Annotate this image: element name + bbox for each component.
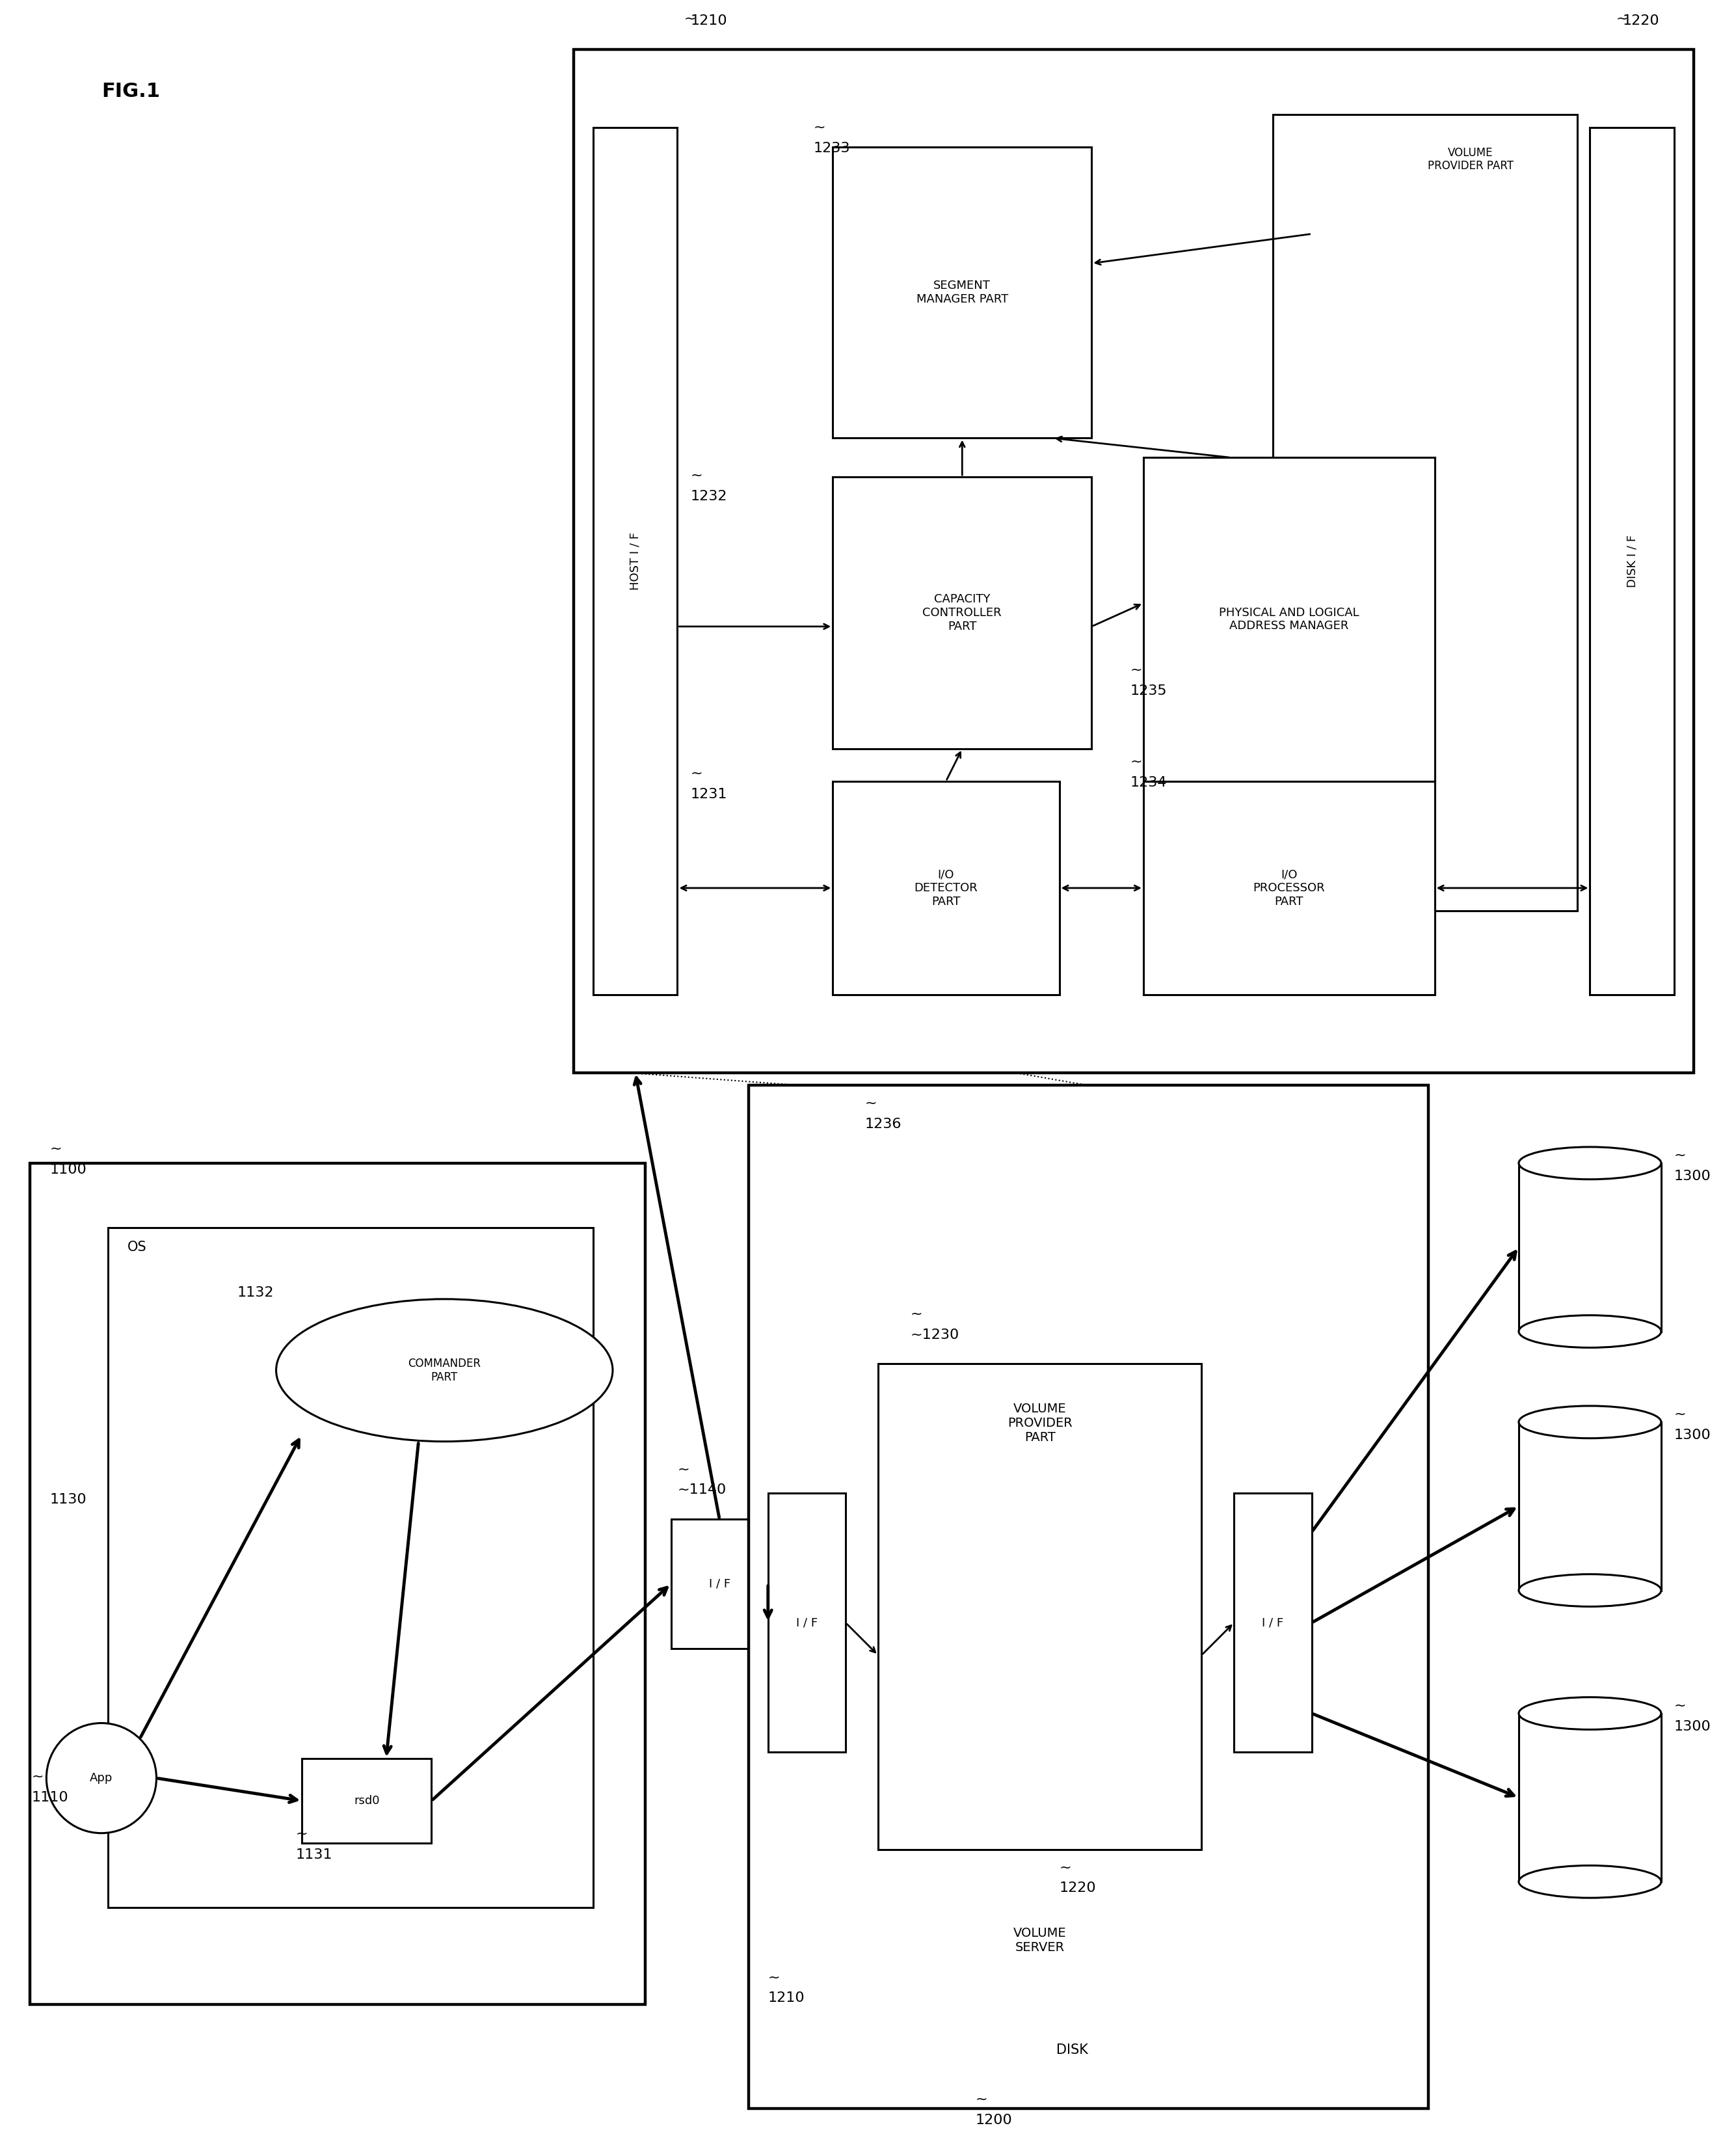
FancyBboxPatch shape: [30, 1163, 646, 2004]
Text: VOLUME
PROVIDER PART: VOLUME PROVIDER PART: [1427, 147, 1514, 173]
Text: ~: ~: [1059, 1862, 1071, 1874]
Ellipse shape: [1519, 1574, 1661, 1606]
Text: ~: ~: [910, 1308, 922, 1321]
Text: ~: ~: [691, 767, 703, 780]
Ellipse shape: [1519, 1866, 1661, 1898]
Text: OS: OS: [127, 1242, 146, 1255]
Text: 1100: 1100: [50, 1163, 87, 1176]
Ellipse shape: [1519, 1146, 1661, 1180]
FancyBboxPatch shape: [575, 49, 1694, 1074]
Text: ~: ~: [865, 1097, 877, 1110]
Text: 1210: 1210: [767, 1992, 806, 2004]
Ellipse shape: [276, 1299, 613, 1442]
FancyBboxPatch shape: [1519, 1713, 1661, 1881]
FancyBboxPatch shape: [833, 782, 1059, 995]
Text: I/O
PROCESSOR
PART: I/O PROCESSOR PART: [1253, 869, 1325, 907]
Circle shape: [47, 1723, 156, 1834]
Text: VOLUME
SERVER: VOLUME SERVER: [1014, 1928, 1066, 1953]
Text: 1300: 1300: [1674, 1719, 1712, 1734]
FancyBboxPatch shape: [1144, 782, 1434, 995]
Text: FIG.1: FIG.1: [101, 83, 160, 100]
Text: ~: ~: [295, 1828, 307, 1840]
FancyBboxPatch shape: [833, 147, 1092, 439]
Text: ~: ~: [684, 13, 696, 26]
Text: HOST I / F: HOST I / F: [630, 532, 641, 590]
Text: 1110: 1110: [31, 1791, 68, 1804]
FancyBboxPatch shape: [1234, 1493, 1312, 1753]
Text: SEGMENT
MANAGER PART: SEGMENT MANAGER PART: [917, 279, 1009, 305]
Text: 1235: 1235: [1130, 684, 1167, 697]
Text: ~: ~: [976, 2092, 988, 2107]
Text: ~: ~: [677, 1463, 689, 1476]
Ellipse shape: [1519, 1406, 1661, 1438]
Text: 1300: 1300: [1674, 1169, 1712, 1182]
FancyBboxPatch shape: [878, 1363, 1201, 1849]
Text: rsd0: rsd0: [354, 1796, 380, 1806]
Text: ~: ~: [812, 121, 825, 134]
Text: ~: ~: [1130, 662, 1142, 677]
Text: ~: ~: [1674, 1148, 1686, 1161]
Ellipse shape: [1519, 1314, 1661, 1348]
Text: I / F: I / F: [708, 1578, 731, 1589]
Text: 1234: 1234: [1130, 775, 1167, 788]
FancyBboxPatch shape: [748, 1086, 1429, 2109]
Text: ~1230: ~1230: [910, 1329, 960, 1342]
Text: App: App: [90, 1772, 113, 1785]
Text: ~: ~: [1130, 756, 1142, 769]
Text: ~: ~: [31, 1770, 43, 1783]
Text: 1232: 1232: [691, 490, 727, 503]
Text: VOLUME
PROVIDER
PART: VOLUME PROVIDER PART: [1007, 1404, 1073, 1444]
Text: CAPACITY
CONTROLLER
PART: CAPACITY CONTROLLER PART: [922, 594, 1002, 633]
Text: DISK: DISK: [1055, 2043, 1088, 2055]
Text: I / F: I / F: [797, 1617, 818, 1629]
Text: ~: ~: [1674, 1700, 1686, 1713]
Text: 1200: 1200: [976, 2113, 1012, 2126]
Text: ~: ~: [767, 1970, 779, 1983]
FancyBboxPatch shape: [594, 128, 677, 995]
Text: 1130: 1130: [50, 1493, 87, 1506]
Text: I / F: I / F: [1262, 1617, 1283, 1629]
Text: 1300: 1300: [1674, 1429, 1712, 1442]
Ellipse shape: [1519, 1698, 1661, 1730]
FancyBboxPatch shape: [833, 477, 1092, 750]
Text: 1231: 1231: [691, 788, 727, 801]
Text: 1220: 1220: [1623, 15, 1660, 28]
FancyBboxPatch shape: [1144, 458, 1434, 782]
FancyBboxPatch shape: [767, 1493, 845, 1753]
Text: ~1140: ~1140: [677, 1485, 726, 1497]
FancyBboxPatch shape: [1590, 128, 1674, 995]
Text: 1236: 1236: [865, 1118, 901, 1131]
FancyBboxPatch shape: [1272, 115, 1576, 912]
Text: ~: ~: [50, 1142, 62, 1154]
Text: ~: ~: [691, 469, 703, 481]
Text: 1131: 1131: [295, 1849, 332, 1862]
Text: 1210: 1210: [691, 15, 727, 28]
Text: ~: ~: [1616, 13, 1628, 26]
Text: PHYSICAL AND LOGICAL
ADDRESS MANAGER: PHYSICAL AND LOGICAL ADDRESS MANAGER: [1219, 607, 1359, 633]
Text: 1220: 1220: [1059, 1881, 1095, 1896]
FancyBboxPatch shape: [1519, 1163, 1661, 1331]
FancyBboxPatch shape: [108, 1227, 594, 1908]
FancyBboxPatch shape: [302, 1759, 432, 1842]
Text: I/O
DETECTOR
PART: I/O DETECTOR PART: [915, 869, 977, 907]
FancyBboxPatch shape: [670, 1519, 767, 1649]
FancyBboxPatch shape: [1519, 1423, 1661, 1591]
Text: 1132: 1132: [238, 1287, 274, 1299]
Text: ~: ~: [1674, 1408, 1686, 1421]
Text: COMMANDER
PART: COMMANDER PART: [408, 1357, 481, 1382]
Text: 1233: 1233: [812, 141, 851, 155]
Text: DISK I / F: DISK I / F: [1627, 535, 1637, 588]
